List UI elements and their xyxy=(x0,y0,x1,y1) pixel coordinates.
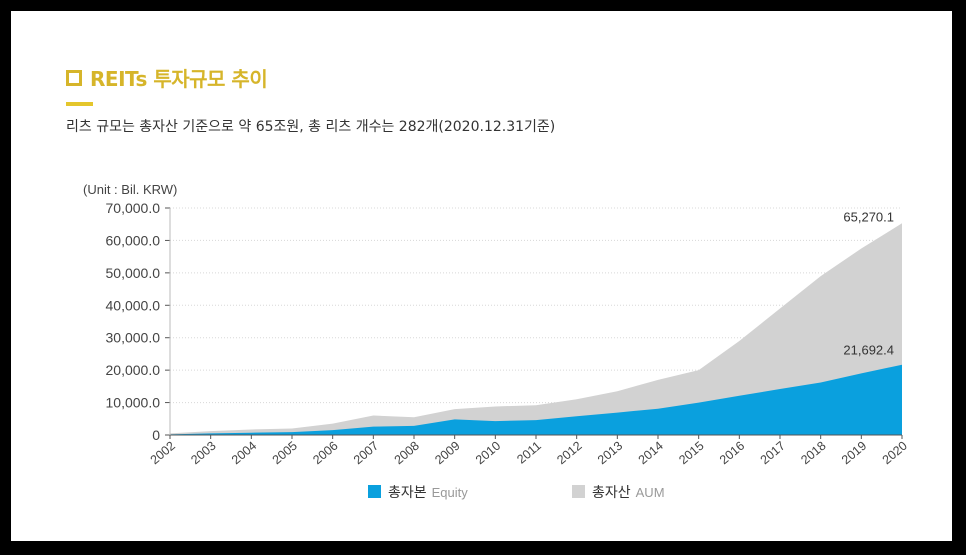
legend-label-ko: 총자산 xyxy=(592,485,631,501)
y-tick-label: 30,000.0 xyxy=(106,330,161,346)
legend-label-en: Equity xyxy=(432,485,469,500)
series-area-equity xyxy=(170,364,902,435)
x-tick-label: 2005 xyxy=(270,439,300,468)
legend-item: 총자산 AUM xyxy=(572,485,665,501)
x-tick-label: 2009 xyxy=(432,439,462,468)
title-underline xyxy=(66,102,93,106)
unit-label: (Unit : Bil. KRW) xyxy=(83,182,177,197)
y-tick-label: 10,000.0 xyxy=(106,395,161,411)
y-tick-label: 20,000.0 xyxy=(106,362,161,378)
y-tick-label: 60,000.0 xyxy=(106,232,161,248)
y-axis-ticks: 0 10,000.0 20,000.0 30,000.0 40,000.0 50,000.… xyxy=(106,200,171,443)
x-tick-label: 2020 xyxy=(880,439,910,468)
x-tick-label: 2011 xyxy=(514,439,544,467)
series-area-aum xyxy=(170,223,902,435)
x-tick-label: 2004 xyxy=(229,439,259,468)
chart-title: REITs 투자규모 추이 xyxy=(90,67,268,91)
data-label: 65,270.1 xyxy=(843,209,894,224)
legend-label: 총자산 AUM xyxy=(592,485,665,501)
x-tick-label: 2018 xyxy=(798,439,828,468)
x-tick-label: 2012 xyxy=(554,439,584,468)
y-tick-label: 70,000.0 xyxy=(106,200,161,216)
x-tick-label: 2008 xyxy=(392,439,422,468)
chart-card: REITs 투자규모 추이 리츠 규모는 총자산 기준으로 약 65조원, 총 … xyxy=(11,11,952,541)
x-tick-label: 2016 xyxy=(717,439,747,468)
data-label: 21,692.4 xyxy=(843,343,894,358)
x-tick-label: 2017 xyxy=(758,439,788,468)
x-tick-label: 2013 xyxy=(595,439,625,468)
title-row: REITs 투자규모 추이 xyxy=(66,63,268,92)
chart-subtitle: 리츠 규모는 총자산 기준으로 약 65조원, 총 리츠 개수는 282개(20… xyxy=(66,119,556,135)
x-tick-label: 2010 xyxy=(473,439,503,468)
x-axis-ticks: 2002 2003 2004 2005 2006 2007 2008 2009 2010 2011… xyxy=(148,435,910,467)
square-icon xyxy=(66,69,82,86)
legend-item: 총자본 Equity xyxy=(368,485,468,501)
x-tick-label: 2019 xyxy=(839,439,869,468)
legend-label-en: AUM xyxy=(636,485,665,500)
x-tick-label: 2007 xyxy=(351,439,381,468)
x-tick-label: 2003 xyxy=(188,439,218,468)
legend-label: 총자본 Equity xyxy=(388,485,468,501)
data-labels: 65,270.1 21,692.4 xyxy=(843,209,894,357)
x-tick-label: 2014 xyxy=(636,439,666,468)
legend-swatch xyxy=(572,485,585,498)
legend: 총자본 Equity 총자산 AUM xyxy=(368,485,665,501)
x-tick-label: 2015 xyxy=(676,439,706,468)
legend-label-ko: 총자본 xyxy=(388,485,427,501)
x-tick-label: 2006 xyxy=(310,439,340,468)
y-tick-label: 0 xyxy=(152,427,160,443)
y-tick-label: 50,000.0 xyxy=(106,265,161,281)
y-tick-label: 40,000.0 xyxy=(106,297,161,313)
legend-swatch xyxy=(368,485,381,498)
